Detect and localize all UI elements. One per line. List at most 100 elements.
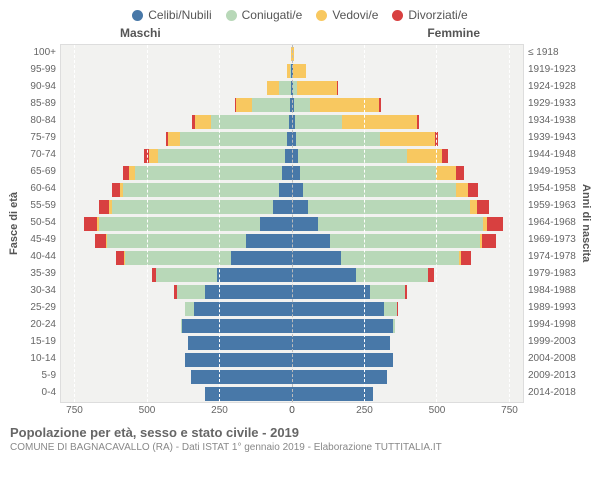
bar-segment-married: [330, 234, 480, 248]
male-label: Maschi: [120, 26, 161, 40]
y-axis-label-left: Fasce di età: [8, 44, 20, 403]
bar-segment-single: [188, 336, 292, 350]
bar-segment-single: [292, 336, 390, 350]
age-row: [292, 130, 523, 147]
bar-segment-single: [292, 234, 330, 248]
x-tick: 250: [211, 405, 228, 416]
gridline: [509, 45, 510, 402]
bar-segment-married: [303, 183, 456, 197]
birth-tick: 1979-1983: [524, 265, 580, 282]
bar-segment-married: [384, 302, 397, 316]
gender-labels: Maschi Femmine: [0, 26, 600, 44]
bar-segment-divorced: [417, 115, 419, 129]
bar-segment-married: [393, 319, 395, 333]
age-tick: 40-44: [20, 248, 60, 265]
birth-tick: 1939-1943: [524, 129, 580, 146]
bar-segment-married: [252, 98, 290, 112]
bar-segment-single: [292, 183, 303, 197]
bar-segment-single: [194, 302, 292, 316]
bar-segment-single: [191, 370, 292, 384]
age-tick: 45-49: [20, 231, 60, 248]
bar-segment-single: [282, 166, 292, 180]
age-tick: 25-29: [20, 299, 60, 316]
age-row: [292, 351, 523, 368]
birth-tick: 2009-2013: [524, 367, 580, 384]
legend-label: Vedovi/e: [332, 8, 378, 22]
age-row: [292, 45, 523, 62]
bar-segment-divorced: [116, 251, 124, 265]
bar-segment-married: [300, 166, 436, 180]
age-row: [61, 351, 292, 368]
birth-tick: 1999-2003: [524, 333, 580, 350]
birth-tick: 1984-1988: [524, 282, 580, 299]
age-row: [292, 249, 523, 266]
bar-segment-married: [294, 98, 310, 112]
age-ticks: 100+95-9990-9485-8980-8475-7970-7465-696…: [20, 44, 60, 403]
age-row: [292, 266, 523, 283]
birth-tick: 1949-1953: [524, 163, 580, 180]
bar-segment-married: [99, 217, 261, 231]
age-row: [61, 385, 292, 402]
bar-segment-widowed: [267, 81, 279, 95]
age-row: [292, 232, 523, 249]
x-tick: 750: [501, 405, 518, 416]
age-row: [292, 62, 523, 79]
bar-segment-single: [292, 302, 384, 316]
age-row: [292, 334, 523, 351]
bar-segment-divorced: [456, 166, 464, 180]
bar-segment-married: [177, 285, 206, 299]
legend-label: Coniugati/e: [242, 8, 303, 22]
age-row: [292, 283, 523, 300]
bar-segment-single: [231, 251, 292, 265]
bar-segment-divorced: [428, 268, 434, 282]
age-tick: 30-34: [20, 282, 60, 299]
age-tick: 35-39: [20, 265, 60, 282]
age-tick: 10-14: [20, 350, 60, 367]
bar-segment-married: [341, 251, 459, 265]
bar-segment-divorced: [482, 234, 496, 248]
bar-segment-widowed: [297, 81, 337, 95]
legend-item: Divorziati/e: [392, 8, 467, 22]
bar-segment-single: [217, 268, 292, 282]
birth-tick: 1974-1978: [524, 248, 580, 265]
bar-segment-widowed: [293, 64, 306, 78]
age-row: [292, 147, 523, 164]
bar-segment-married: [185, 302, 194, 316]
birth-tick: 1919-1923: [524, 61, 580, 78]
bar-segment-married: [296, 132, 380, 146]
bar-segment-divorced: [405, 285, 408, 299]
age-row: [292, 368, 523, 385]
age-row: [61, 266, 292, 283]
bar-segment-divorced: [99, 200, 109, 214]
age-row: [61, 164, 292, 181]
bar-segment-divorced: [468, 183, 478, 197]
bar-segment-widowed: [168, 132, 180, 146]
x-tick: 750: [66, 405, 83, 416]
age-row: [61, 334, 292, 351]
age-row: [61, 232, 292, 249]
bar-segment-married: [180, 132, 287, 146]
female-label: Femmine: [427, 26, 480, 40]
female-half: [292, 45, 523, 402]
age-row: [61, 96, 292, 113]
x-tick: 500: [139, 405, 156, 416]
legend-label: Divorziati/e: [408, 8, 467, 22]
age-tick: 5-9: [20, 367, 60, 384]
x-tick: 250: [356, 405, 373, 416]
bar-segment-married: [107, 234, 246, 248]
age-tick: 60-64: [20, 180, 60, 197]
legend-label: Celibi/Nubili: [148, 8, 211, 22]
age-tick: 50-54: [20, 214, 60, 231]
birth-tick: 1954-1958: [524, 180, 580, 197]
age-row: [292, 96, 523, 113]
bar-segment-single: [292, 285, 370, 299]
y-axis-label-right: Anni di nascita: [580, 44, 592, 403]
legend-item: Vedovi/e: [316, 8, 378, 22]
legend-swatch: [392, 10, 403, 21]
chart: Fasce di età 100+95-9990-9485-8980-8475-…: [0, 44, 600, 403]
legend-swatch: [132, 10, 143, 21]
male-half: [61, 45, 292, 402]
bar-segment-married: [308, 200, 470, 214]
bar-segment-married: [156, 268, 217, 282]
age-row: [61, 147, 292, 164]
